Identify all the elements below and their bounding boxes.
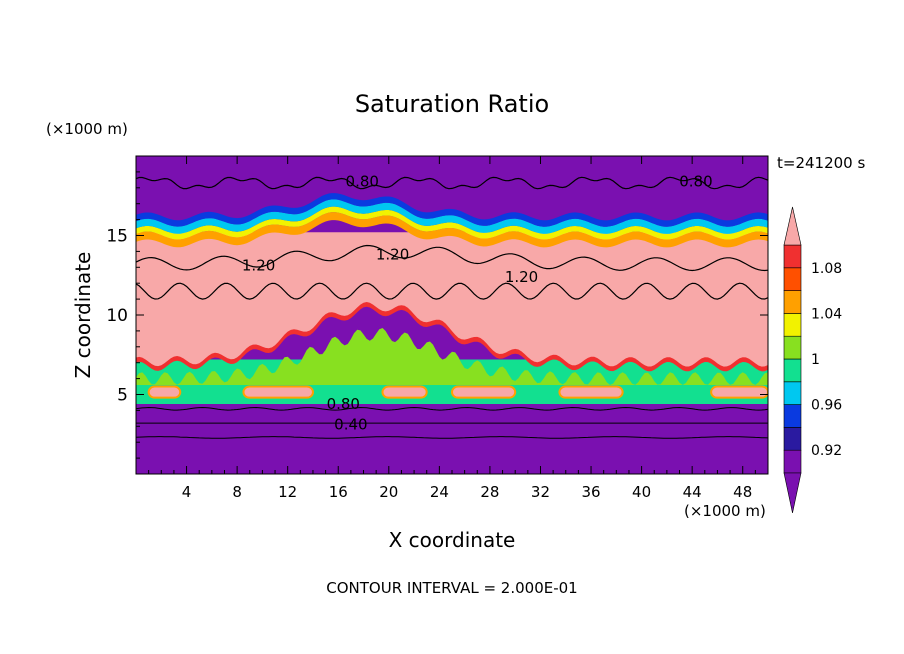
x-tick-label: 44 (683, 483, 702, 501)
x-tick-label: 32 (531, 483, 550, 501)
field-layers (136, 193, 768, 404)
contour-interval-footer: CONTOUR INTERVAL = 2.000E-01 (326, 579, 577, 597)
chart-title: Saturation Ratio (355, 90, 549, 118)
time-label: t=241200 s (777, 154, 865, 172)
colorbar-bin (783, 381, 802, 405)
layer-supersat-mid (136, 328, 768, 385)
x-tick-label: 20 (379, 483, 398, 501)
colorbar-tick-label: 1 (811, 352, 820, 368)
colorbar-bin (783, 335, 802, 360)
layer-cloudtop-cyan (136, 199, 768, 234)
contour-line-lowest (136, 436, 768, 439)
contour-line-0.80-lower (136, 406, 768, 411)
layer-high-supersat (136, 232, 768, 368)
contour-line-1.20-a (136, 244, 768, 272)
x-unit-label: (×1000 m) (684, 502, 766, 520)
y-tick-label: 5 (117, 386, 128, 406)
colorbar-bin (783, 404, 802, 428)
y-axis-label: Z coordinate (71, 252, 95, 379)
colorbar-bottom-arrow (783, 472, 802, 514)
low-cloud-pad (242, 385, 314, 399)
contour-label: 0.80 (346, 172, 379, 190)
colorbar: 0.92 0.96 1 1.04 1.08 (783, 206, 842, 514)
low-cloud-pad (558, 385, 624, 399)
colorbar-tick-label: 1.08 (811, 261, 842, 277)
x-tick-label: 24 (430, 483, 449, 501)
layer-cloudtop-blue (136, 193, 768, 227)
colorbar-bin (783, 449, 802, 474)
contour-lines (136, 176, 768, 439)
plot-area (136, 156, 768, 474)
colorbar-bin (783, 358, 802, 383)
x-tick-label: 12 (278, 483, 297, 501)
contour-line-1.20-b (136, 282, 768, 300)
colorbar-bin (783, 427, 802, 451)
contour-labels: 0.80 0.80 1.20 1.20 1.20 0.80 0.40 (242, 172, 713, 433)
y-tick-label: 15 (106, 227, 128, 247)
colorbar-top-arrow (783, 206, 802, 246)
contour-label: 1.20 (242, 257, 275, 275)
x-tick-label: 48 (733, 483, 752, 501)
contour-line-0.80-upper (136, 176, 768, 190)
x-ticks: 4 8 12 16 20 24 28 32 36 40 44 48 (148, 156, 756, 501)
layer-cloudtop-yellow (136, 206, 768, 240)
y-unit-label: (×1000 m) (46, 120, 128, 138)
low-cloud-pad (381, 385, 428, 399)
low-cloud-pad (451, 385, 517, 399)
contour-label: 1.20 (376, 246, 409, 264)
colorbar-bin (783, 313, 802, 337)
layer-edge-red (136, 302, 768, 372)
x-tick-label: 28 (480, 483, 499, 501)
contour-label: 0.80 (679, 172, 712, 190)
x-tick-label: 8 (232, 483, 242, 501)
x-tick-label: 40 (632, 483, 651, 501)
y-tick-label: 10 (106, 306, 128, 326)
contour-label: 0.40 (334, 416, 367, 434)
x-tick-label: 4 (182, 483, 192, 501)
colorbar-tick-label: 0.92 (811, 443, 842, 459)
low-cloud-pad (710, 385, 768, 399)
colorbar-bin (783, 267, 802, 291)
colorbar-bin (783, 244, 802, 269)
x-axis-label: X coordinate (389, 528, 516, 552)
layer-cloudtop-orange (136, 212, 768, 248)
x-tick-label: 36 (581, 483, 600, 501)
contour-label: 1.20 (505, 268, 538, 286)
low-cloud-pad (147, 385, 182, 399)
colorbar-tick-label: 0.96 (811, 398, 842, 414)
x-tick-label: 16 (329, 483, 348, 501)
contour-label: 0.80 (327, 395, 360, 413)
y-ticks: 5 10 15 (106, 171, 768, 459)
colorbar-bin (783, 290, 802, 314)
colorbar-tick-label: 1.04 (811, 306, 842, 322)
